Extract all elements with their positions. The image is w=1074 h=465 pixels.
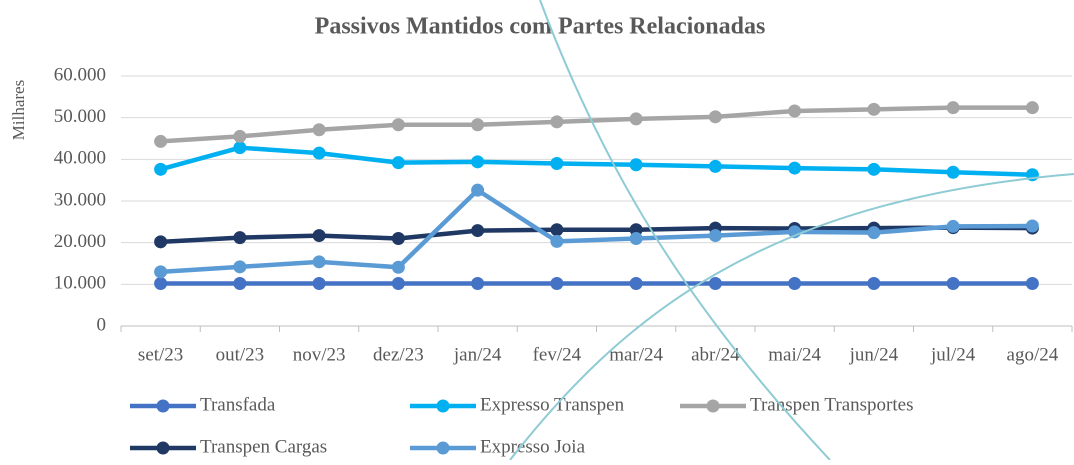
x-tick-label: dez/23 <box>373 344 424 365</box>
legend-label: Transfada <box>200 394 276 415</box>
data-point <box>391 118 405 132</box>
data-point <box>1025 277 1039 290</box>
legend-label: Expresso Joia <box>480 436 586 457</box>
data-point <box>312 146 326 160</box>
data-point <box>946 219 960 233</box>
data-point <box>154 277 168 290</box>
x-tick-label: mar/24 <box>609 344 663 365</box>
legend-marker <box>436 441 450 455</box>
data-point <box>788 161 802 175</box>
x-tick-label: out/23 <box>216 344 265 365</box>
decoration <box>509 0 1074 461</box>
legend-marker <box>156 441 170 455</box>
plot-area: 0 10.000 20.000 30.000 40.000 50.000 60.000 set… <box>54 64 1073 457</box>
data-point <box>708 110 722 124</box>
series-line <box>160 145 1033 177</box>
x-tick-label: set/23 <box>138 344 183 365</box>
data-point <box>233 277 247 290</box>
data-point <box>391 277 405 290</box>
data-point <box>233 260 247 274</box>
y-tick-label: 20.000 <box>54 231 106 252</box>
data-point <box>946 165 960 179</box>
legend-label: Transpen Transportes <box>750 394 913 415</box>
data-point <box>629 232 643 245</box>
data-point <box>471 118 485 132</box>
y-tick-label: 60.000 <box>54 64 106 85</box>
y-tick-label: 40.000 <box>54 148 106 169</box>
data-point <box>788 277 802 290</box>
data-point <box>1025 219 1039 233</box>
data-point <box>233 141 247 155</box>
data-point <box>946 277 960 290</box>
data-point <box>550 115 564 129</box>
legend-label: Expresso Transpen <box>480 394 625 415</box>
data-point <box>550 234 564 248</box>
data-point <box>471 224 485 238</box>
data-point <box>391 260 405 274</box>
legend-marker <box>436 399 450 413</box>
x-tick-label: jul/24 <box>930 344 976 365</box>
data-point <box>312 229 326 243</box>
data-point <box>154 265 168 279</box>
data-point <box>946 101 960 115</box>
y-tick-label: 50.000 <box>54 106 106 127</box>
data-point <box>312 123 326 137</box>
decor-curve <box>539 0 831 461</box>
data-point <box>867 277 881 290</box>
x-tick-label: ago/24 <box>1007 344 1059 365</box>
data-point <box>629 277 643 290</box>
data-point <box>550 277 564 290</box>
data-point <box>867 162 881 176</box>
data-point <box>629 112 643 126</box>
y-tick-label: 10.000 <box>54 273 106 294</box>
y-tick-label: 30.000 <box>54 189 106 210</box>
y-tick-label: 0 <box>97 314 107 335</box>
data-point <box>867 226 881 240</box>
data-point <box>471 277 485 290</box>
legend-marker <box>156 399 170 413</box>
legend-label: Transpen Cargas <box>200 436 327 457</box>
chart-title: Passivos Mantidos com Partes Relacionada… <box>315 14 766 40</box>
data-point <box>391 156 405 170</box>
data-point <box>233 129 247 143</box>
legend-marker <box>706 399 720 413</box>
y-axis-label: Milhares <box>9 80 28 140</box>
data-point <box>154 235 168 249</box>
series-line <box>160 105 1033 144</box>
data-point <box>312 277 326 290</box>
data-point <box>550 223 564 237</box>
data-point <box>233 231 247 245</box>
data-point <box>867 102 881 116</box>
x-tick-label: mai/24 <box>768 344 821 365</box>
data-point <box>629 158 643 172</box>
data-point <box>154 162 168 176</box>
data-point <box>471 155 485 169</box>
series-line <box>160 225 1033 245</box>
x-tick-label: abr/24 <box>691 344 740 365</box>
data-point <box>708 229 722 243</box>
series-line <box>160 187 1033 275</box>
x-tick-label: fev/24 <box>533 344 582 365</box>
x-tick-label: nov/23 <box>293 344 346 365</box>
decor-curve <box>509 173 1074 461</box>
data-point <box>391 232 405 245</box>
data-point <box>154 134 168 148</box>
data-point <box>550 157 564 170</box>
data-point <box>788 104 802 118</box>
data-point <box>708 277 722 290</box>
data-point <box>708 159 722 173</box>
x-tick-label: jun/24 <box>849 344 899 365</box>
data-point <box>312 255 326 269</box>
data-point <box>471 183 485 197</box>
data-point <box>1025 101 1039 115</box>
x-tick-label: jan/24 <box>453 344 502 365</box>
